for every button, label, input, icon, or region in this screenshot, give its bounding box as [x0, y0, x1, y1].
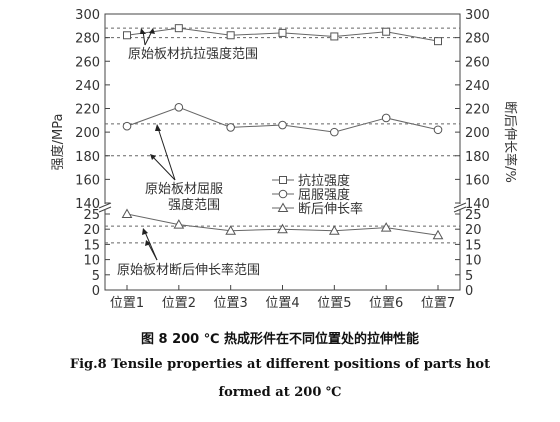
axis-break-mark — [98, 206, 112, 213]
data-point-triangle — [432, 229, 444, 240]
annotation-arrowhead — [150, 154, 156, 160]
y-tick-label-right: 280 — [465, 32, 490, 47]
x-tick-label: 位置7 — [421, 296, 455, 311]
data-point-circle — [330, 127, 339, 137]
data-point-triangle — [380, 222, 392, 232]
y-axis-title-left: 强度/MPa — [50, 114, 66, 171]
y-tick-label-left: 180 — [75, 150, 100, 165]
y-tick-label-right: 10 — [465, 254, 482, 269]
y-tick-label-left: 240 — [75, 79, 100, 94]
x-tick-label: 位置5 — [317, 296, 351, 311]
data-point-square — [330, 32, 339, 41]
data-point-square — [279, 176, 287, 184]
y-tick-label-left: 260 — [75, 55, 100, 70]
y-tick-label-right: 220 — [465, 103, 490, 118]
annotation-elongation-range: 原始板材断后伸长率范围 — [117, 262, 260, 278]
figure-caption-en-line1: Fig.8 Tensile properties at different po… — [69, 357, 491, 372]
x-tick-label: 位置2 — [162, 296, 196, 311]
annotation-arrow — [151, 155, 176, 181]
annotation-arrow — [157, 127, 176, 181]
data-point-circle — [122, 121, 132, 131]
figure-caption-cn: 图 8 200 ℃ 热成形件在不同位置处的拉伸性能 — [140, 332, 420, 347]
y-tick-label-right: 20 — [465, 223, 482, 238]
data-point-square — [278, 28, 287, 37]
y-tick-label-left: 0 — [92, 284, 100, 299]
data-point-circle — [226, 123, 235, 132]
y-tick-label-left: 280 — [75, 32, 100, 47]
y-tick-label-left: 20 — [83, 223, 100, 238]
data-point-triangle — [277, 223, 288, 234]
axis-break-mark — [453, 202, 467, 209]
data-point-circle — [433, 125, 443, 135]
y-tick-label-left: 25 — [83, 208, 100, 223]
y-tick-label-left: 5 — [92, 269, 100, 284]
y-tick-label-right: 15 — [465, 238, 482, 253]
annotation-arrowhead — [142, 228, 148, 235]
data-point-circle — [381, 113, 391, 123]
legend-label: 抗拉强度 — [298, 173, 350, 189]
data-point-circle — [278, 189, 288, 199]
annotation-arrowhead — [155, 124, 161, 131]
axis-break-gap — [454, 204, 466, 210]
legend-label: 屈服强度 — [298, 187, 350, 203]
x-tick-label: 位置1 — [110, 296, 144, 311]
annotation-yield-range-line2: 强度范围 — [168, 197, 220, 213]
x-tick-label: 位置3 — [214, 296, 248, 311]
data-point-triangle — [121, 208, 133, 218]
legend-label: 断后伸长率 — [298, 201, 363, 217]
data-point-circle — [278, 120, 287, 130]
axis-break-mark — [453, 206, 467, 213]
data-point-square — [434, 37, 442, 46]
data-point-square — [174, 24, 183, 33]
y-tick-label-left: 220 — [75, 103, 100, 118]
y-tick-label-left: 10 — [83, 254, 100, 269]
y-tick-label-left: 15 — [83, 238, 100, 253]
y-tick-label-right: 200 — [465, 126, 490, 141]
data-point-triangle — [173, 219, 185, 229]
y-tick-label-right: 5 — [465, 269, 473, 284]
axis-break-gap — [99, 204, 111, 210]
y-tick-label-right: 260 — [465, 55, 490, 70]
y-tick-label-right: 300 — [465, 8, 490, 23]
x-tick-label: 位置4 — [265, 296, 299, 311]
annotation-arrowhead — [140, 28, 146, 34]
y-tick-label-left: 200 — [75, 126, 100, 141]
data-point-square — [226, 31, 235, 40]
x-tick-label: 位置6 — [369, 296, 403, 311]
data-point-triangle — [225, 225, 237, 235]
y-axis-title-right: 断后伸长率/% — [502, 101, 518, 183]
annotation-arrow — [147, 242, 158, 261]
annotation-yield-range-line1: 原始板材屈服 — [145, 182, 223, 197]
y-tick-label-right: 160 — [465, 173, 490, 188]
y-tick-label-left: 140 — [75, 197, 100, 212]
data-point-triangle — [328, 225, 340, 235]
annotation-tensile-range: 原始板材抗拉强度范围 — [128, 46, 258, 62]
data-point-square — [382, 27, 391, 36]
y-tick-label-left: 160 — [75, 173, 100, 188]
y-tick-label-left: 300 — [75, 8, 100, 23]
y-tick-label-right: 140 — [465, 197, 490, 212]
annotation-arrow — [144, 30, 153, 46]
annotation-arrowhead — [149, 28, 155, 34]
data-point-triangle — [277, 202, 289, 212]
figure-caption-en-line2: formed at 200 ℃ — [218, 385, 342, 400]
data-point-square — [123, 31, 131, 40]
y-tick-label-right: 0 — [465, 284, 473, 299]
y-tick-label-right: 25 — [465, 208, 482, 223]
annotation-arrowhead — [145, 240, 151, 246]
y-tick-label-right: 240 — [465, 79, 490, 94]
data-point-circle — [174, 103, 184, 112]
axis-break-mark — [98, 202, 112, 209]
y-tick-label-right: 180 — [465, 150, 490, 165]
